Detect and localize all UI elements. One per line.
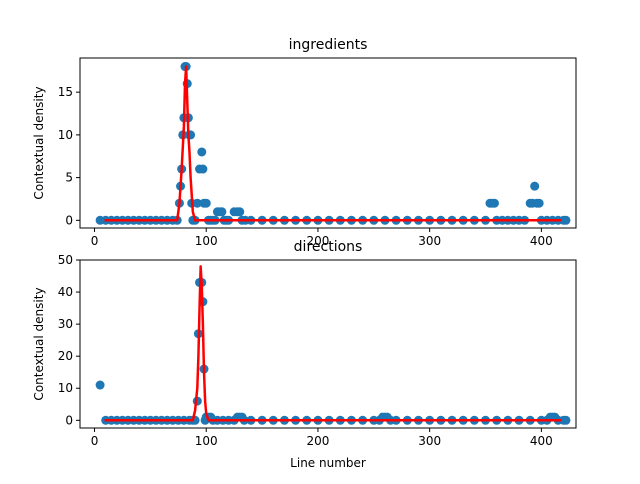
y-tick-label: 15 bbox=[58, 85, 73, 99]
x-tick-label: 100 bbox=[195, 234, 218, 248]
x-tick-label: 300 bbox=[418, 234, 441, 248]
y-axis-label-ingredients: Contextual density bbox=[32, 86, 46, 199]
plot-area-directions bbox=[79, 259, 577, 429]
subplot-directions: 0 100 200 300 400 0 10 20 30 40 50 directions Cont… bbox=[32, 239, 577, 470]
x-tick-label: 400 bbox=[530, 234, 553, 248]
y-tick-label: 40 bbox=[58, 285, 73, 299]
density-line bbox=[104, 65, 562, 222]
y-tick-label: 50 bbox=[58, 253, 73, 267]
y-tick-label: 0 bbox=[65, 213, 73, 227]
scatter-point bbox=[235, 207, 245, 217]
scatter-point bbox=[561, 415, 571, 425]
y-axis-label-directions: Contextual density bbox=[32, 287, 46, 400]
y-tick-label: 0 bbox=[65, 413, 73, 427]
chart-title-directions: directions bbox=[294, 239, 363, 255]
scatter-point bbox=[201, 198, 211, 208]
scatter-point bbox=[192, 198, 202, 208]
x-tick-label: 300 bbox=[418, 434, 441, 448]
scatter-point bbox=[489, 198, 499, 208]
y-tick-label: 10 bbox=[58, 128, 73, 142]
y-tick-label: 30 bbox=[58, 317, 73, 331]
scatter-point bbox=[197, 147, 207, 157]
y-gridless-ticks-ingredients: 0 100 200 300 400 0 5 10 15 bbox=[58, 85, 553, 248]
plot-area-ingredients bbox=[79, 57, 577, 229]
x-tick-label: 200 bbox=[306, 434, 329, 448]
y-tick-label: 20 bbox=[58, 349, 73, 363]
scatter-point bbox=[217, 207, 227, 217]
chart-title-ingredients: ingredients bbox=[289, 37, 368, 53]
x-tick-label: 200 bbox=[306, 234, 329, 248]
ticks-directions: 0 100 200 300 400 0 10 20 30 40 50 bbox=[58, 253, 553, 448]
scatter-point bbox=[198, 164, 208, 174]
x-tick-label: 0 bbox=[91, 434, 99, 448]
x-tick-label: 100 bbox=[195, 434, 218, 448]
scatter-point bbox=[561, 215, 571, 225]
line-series-ingredients bbox=[104, 65, 562, 222]
scatter-point bbox=[534, 198, 544, 208]
line-series-directions bbox=[104, 265, 562, 422]
y-tick-label: 5 bbox=[65, 171, 73, 185]
x-tick-label: 0 bbox=[91, 234, 99, 248]
scatter-point bbox=[95, 380, 105, 390]
y-tick-label: 10 bbox=[58, 381, 73, 395]
x-axis-label-directions: Line number bbox=[290, 456, 366, 470]
density-line bbox=[104, 265, 562, 422]
scatter-point bbox=[530, 181, 540, 191]
subplot-ingredients: 0 100 200 300 400 0 5 10 15 ingredients Contextu… bbox=[32, 37, 577, 248]
x-tick-label: 400 bbox=[530, 434, 553, 448]
